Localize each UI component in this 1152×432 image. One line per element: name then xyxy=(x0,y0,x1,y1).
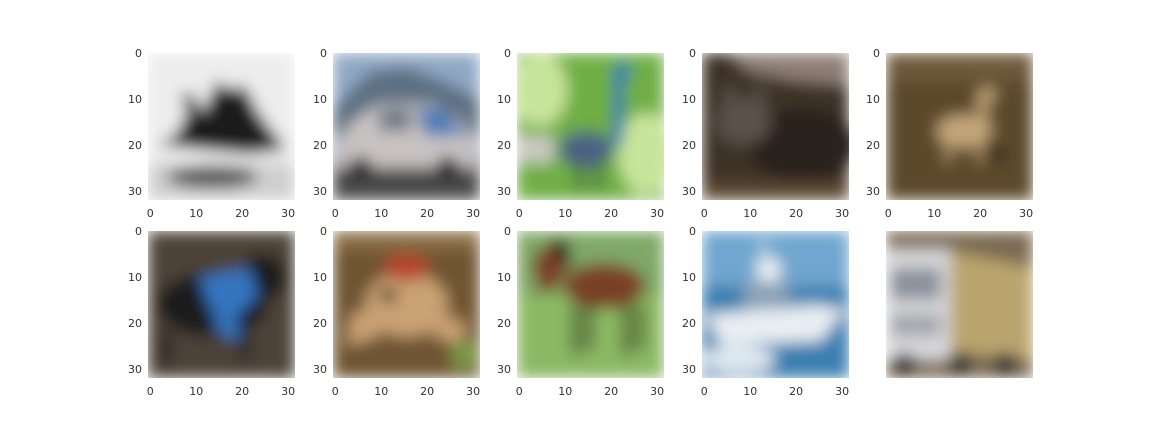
frog-image xyxy=(333,231,480,378)
x-tick-label: 10 xyxy=(927,207,942,220)
airplane-image xyxy=(148,53,295,200)
y-tick-label: 10 xyxy=(682,93,696,107)
image-panel-horse xyxy=(517,231,664,378)
image-panel-ship xyxy=(702,231,849,378)
y-tick-label: 0 xyxy=(504,225,511,239)
y-tick-label: 10 xyxy=(497,271,511,285)
y-tick-label: 0 xyxy=(689,225,696,239)
y-tick-label: 0 xyxy=(689,47,696,61)
image-panel-cat xyxy=(702,53,849,200)
y-tick-label: 0 xyxy=(320,225,327,239)
y-tick-label: 10 xyxy=(866,93,880,107)
x-tick-label: 0 xyxy=(515,385,523,398)
y-tick-label: 20 xyxy=(682,317,696,331)
image-panel-deer xyxy=(886,53,1033,200)
x-tick-label: 0 xyxy=(146,207,154,220)
x-tick-label: 0 xyxy=(331,385,339,398)
cat-image xyxy=(702,53,849,200)
x-tick-label: 20 xyxy=(235,207,250,220)
x-tick-label: 20 xyxy=(789,385,804,398)
y-tick-label: 10 xyxy=(128,93,142,107)
x-tick-label: 0 xyxy=(515,207,523,220)
y-tick-label: 10 xyxy=(313,271,327,285)
x-tick-label: 30 xyxy=(1019,207,1034,220)
y-tick-label: 20 xyxy=(497,317,511,331)
y-tick-label: 30 xyxy=(128,363,142,377)
x-tick-label: 30 xyxy=(281,385,296,398)
x-tick-label: 30 xyxy=(281,207,296,220)
x-tick-label: 10 xyxy=(189,207,204,220)
image-panel-truck xyxy=(886,231,1033,378)
ship-image xyxy=(702,231,849,378)
dog-image xyxy=(148,231,295,378)
bird-image xyxy=(517,53,664,200)
y-tick-label: 10 xyxy=(497,93,511,107)
x-tick-label: 30 xyxy=(650,207,665,220)
y-tick-label: 0 xyxy=(135,47,142,61)
y-tick-label: 20 xyxy=(128,139,142,153)
x-tick-label: 30 xyxy=(835,385,850,398)
x-tick-label: 0 xyxy=(331,207,339,220)
x-tick-label: 0 xyxy=(146,385,154,398)
x-tick-label: 20 xyxy=(420,207,435,220)
y-tick-label: 20 xyxy=(497,139,511,153)
x-tick-label: 10 xyxy=(189,385,204,398)
y-tick-label: 30 xyxy=(682,363,696,377)
x-tick-label: 0 xyxy=(700,207,708,220)
y-tick-label: 10 xyxy=(313,93,327,107)
x-tick-label: 10 xyxy=(374,385,389,398)
x-tick-label: 30 xyxy=(650,385,665,398)
y-tick-label: 20 xyxy=(313,139,327,153)
image-panel-automobile xyxy=(333,53,480,200)
horse-image xyxy=(517,231,664,378)
deer-image xyxy=(886,53,1033,200)
x-tick-label: 0 xyxy=(884,207,892,220)
x-tick-label: 0 xyxy=(700,385,708,398)
x-tick-label: 10 xyxy=(743,385,758,398)
y-tick-label: 30 xyxy=(497,185,511,199)
image-panel-bird xyxy=(517,53,664,200)
y-tick-label: 0 xyxy=(873,47,880,61)
y-tick-label: 10 xyxy=(682,271,696,285)
y-tick-label: 30 xyxy=(313,363,327,377)
x-tick-label: 30 xyxy=(466,385,481,398)
x-tick-label: 10 xyxy=(558,207,573,220)
image-panel-dog xyxy=(148,231,295,378)
x-tick-label: 10 xyxy=(558,385,573,398)
y-tick-label: 30 xyxy=(866,185,880,199)
y-tick-label: 30 xyxy=(313,185,327,199)
y-tick-label: 0 xyxy=(320,47,327,61)
x-tick-label: 20 xyxy=(604,207,619,220)
automobile-image xyxy=(333,53,480,200)
x-tick-label: 20 xyxy=(420,385,435,398)
y-tick-label: 20 xyxy=(682,139,696,153)
y-tick-label: 10 xyxy=(128,271,142,285)
x-tick-label: 20 xyxy=(789,207,804,220)
image-panel-frog xyxy=(333,231,480,378)
y-tick-label: 0 xyxy=(504,47,511,61)
x-tick-label: 20 xyxy=(235,385,250,398)
y-tick-label: 30 xyxy=(682,185,696,199)
x-tick-label: 10 xyxy=(374,207,389,220)
y-tick-label: 30 xyxy=(128,185,142,199)
image-panel-airplane xyxy=(148,53,295,200)
x-tick-label: 30 xyxy=(466,207,481,220)
x-tick-label: 10 xyxy=(743,207,758,220)
y-tick-label: 20 xyxy=(313,317,327,331)
x-tick-label: 30 xyxy=(835,207,850,220)
x-tick-label: 20 xyxy=(604,385,619,398)
x-tick-label: 20 xyxy=(973,207,988,220)
y-tick-label: 0 xyxy=(135,225,142,239)
y-tick-label: 20 xyxy=(128,317,142,331)
y-tick-label: 20 xyxy=(866,139,880,153)
y-tick-label: 30 xyxy=(497,363,511,377)
truck-image xyxy=(886,231,1033,378)
